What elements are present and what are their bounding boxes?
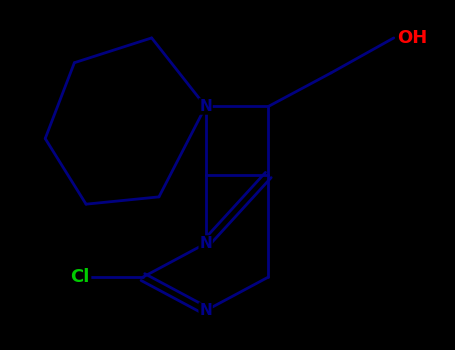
Text: N: N <box>199 236 212 251</box>
Text: Cl: Cl <box>71 268 90 286</box>
Text: OH: OH <box>397 29 428 47</box>
Text: N: N <box>199 99 212 114</box>
Text: N: N <box>199 303 212 318</box>
